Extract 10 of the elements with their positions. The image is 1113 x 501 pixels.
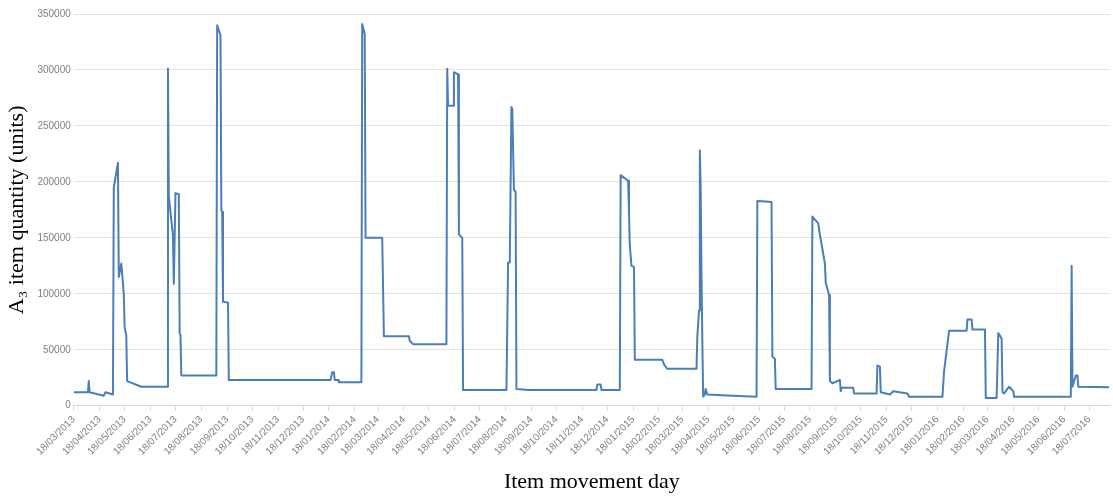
y-tick-label: 50000 — [42, 343, 72, 355]
y-tick-label: 200000 — [37, 175, 72, 187]
x-axis-title: Item movement day — [503, 467, 680, 493]
y-axis-title: A₃ item quantity (units) — [2, 105, 28, 315]
y-tick-label: 250000 — [37, 119, 72, 131]
y-tick-label: 0 — [65, 399, 72, 411]
y-tick-label: 150000 — [37, 231, 72, 243]
y-tick-label: 350000 — [37, 7, 72, 19]
y-tick-label: 300000 — [37, 63, 72, 75]
y-tick-label: 100000 — [37, 287, 72, 299]
